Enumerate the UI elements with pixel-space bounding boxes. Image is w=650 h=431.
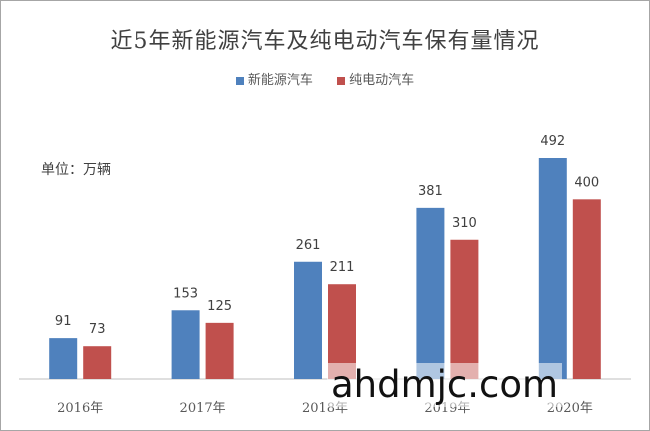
data-label-electric-3: 310 bbox=[452, 216, 477, 231]
bar-new-energy-3 bbox=[416, 207, 445, 379]
x-tick-label-1: 2017年 bbox=[180, 401, 226, 416]
bar-new-energy-0 bbox=[49, 338, 78, 379]
legend-label-electric: 纯电动汽车 bbox=[349, 73, 415, 88]
legend: 新能源汽车 纯电动汽车 bbox=[1, 69, 649, 88]
data-label-electric-0: 73 bbox=[89, 322, 106, 337]
data-label-new-energy-0: 91 bbox=[55, 314, 72, 329]
x-tick-label-0: 2016年 bbox=[57, 401, 103, 416]
data-label-new-energy-2: 261 bbox=[296, 238, 321, 253]
legend-item-electric: 纯电动汽车 bbox=[337, 69, 414, 88]
data-label-electric-2: 211 bbox=[330, 260, 355, 275]
data-label-new-energy-4: 492 bbox=[540, 134, 565, 149]
data-label-electric-1: 125 bbox=[207, 299, 232, 314]
unit-note: 单位：万辆 bbox=[41, 162, 111, 178]
legend-item-new-energy: 新能源汽车 bbox=[235, 69, 313, 88]
bar-electric-3 bbox=[450, 239, 479, 379]
bar-electric-4 bbox=[572, 199, 601, 379]
bar-electric-0 bbox=[83, 346, 112, 379]
data-label-new-energy-1: 153 bbox=[173, 286, 198, 301]
data-label-new-energy-3: 381 bbox=[418, 184, 443, 199]
chart-title: 近5年新能源汽车及纯电动汽车保有量情况 bbox=[110, 29, 540, 54]
legend-swatch-electric bbox=[337, 76, 346, 85]
legend-swatch-new-energy bbox=[235, 76, 244, 85]
bar-electric-1 bbox=[205, 322, 234, 379]
bar-new-energy-2 bbox=[294, 261, 322, 379]
data-label-electric-4: 400 bbox=[574, 175, 599, 190]
bar-new-energy-4 bbox=[538, 158, 567, 379]
watermark: ahdmjc.com bbox=[327, 363, 563, 407]
legend-label-new-energy: 新能源汽车 bbox=[247, 73, 313, 88]
bar-new-energy-1 bbox=[171, 310, 200, 379]
